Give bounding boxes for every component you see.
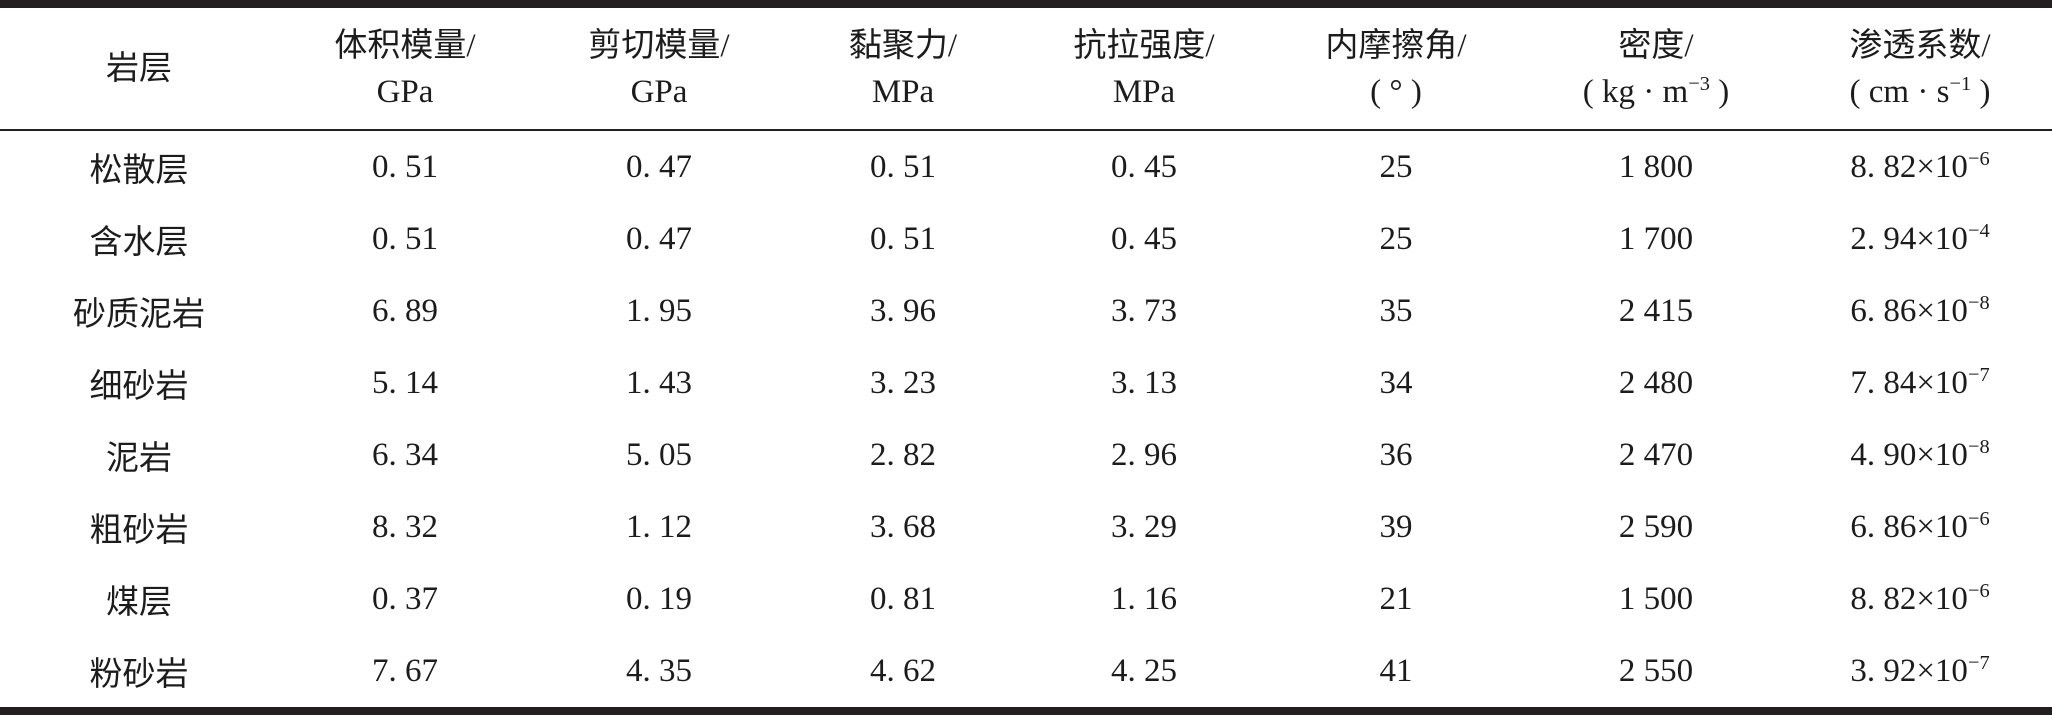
header-title: 黏聚力/	[848, 27, 958, 64]
cell-bulk-modulus: 8. 32	[372, 508, 438, 545]
header-tensile-strength: 抗拉强度/ MPa	[1020, 4, 1268, 131]
cell-shear-modulus: 0. 47	[626, 220, 692, 257]
cell-shear-modulus: 4. 35	[626, 652, 692, 689]
cell-friction-angle: 25	[1379, 220, 1413, 257]
cell-density: 1 800	[1618, 148, 1694, 185]
cell-friction-angle: 39	[1379, 508, 1413, 545]
cell-tensile-strength: 0. 45	[1111, 220, 1177, 257]
table-row: 粉砂岩 7. 67 4. 35 4. 62 4. 25 41 2 550 3. …	[0, 635, 2052, 711]
cell-bulk-modulus: 0. 51	[372, 148, 438, 185]
cell-layer: 粗砂岩	[89, 513, 189, 549]
header-unit: ( ° )	[1370, 73, 1422, 110]
cell-tensile-strength: 4. 25	[1111, 652, 1177, 689]
cell-friction-angle: 41	[1379, 652, 1413, 689]
header-shear-modulus: 剪切模量/ GPa	[532, 4, 786, 131]
cell-cohesion: 3. 96	[870, 292, 936, 329]
cell-tensile-strength: 0. 45	[1111, 148, 1177, 185]
cell-bulk-modulus: 5. 14	[372, 364, 438, 401]
table-row: 含水层 0. 51 0. 47 0. 51 0. 45 25 1 700 2. …	[0, 203, 2052, 275]
header-unit: ( kg · m−3 )	[1582, 72, 1730, 110]
cell-layer: 细砂岩	[89, 369, 189, 405]
cell-cohesion: 3. 23	[870, 364, 936, 401]
cell-tensile-strength: 3. 13	[1111, 364, 1177, 401]
header-friction-angle: 内摩擦角/ ( ° )	[1268, 4, 1524, 131]
table-row: 泥岩 6. 34 5. 05 2. 82 2. 96 36 2 470 4. 9…	[0, 419, 2052, 491]
cell-tensile-strength: 1. 16	[1111, 580, 1177, 617]
cell-shear-modulus: 0. 47	[626, 148, 692, 185]
cell-bulk-modulus: 6. 34	[372, 436, 438, 473]
header-title: 渗透系数/	[1849, 27, 1991, 64]
table-row: 细砂岩 5. 14 1. 43 3. 23 3. 13 34 2 480 7. …	[0, 347, 2052, 419]
cell-bulk-modulus: 0. 51	[372, 220, 438, 257]
header-title: 体积模量/	[334, 27, 476, 64]
header-title: 内摩擦角/	[1325, 27, 1467, 64]
header-title: 剪切模量/	[588, 27, 730, 64]
cell-cohesion: 0. 51	[870, 148, 936, 185]
cell-permeability: 6. 86×10−6	[1850, 507, 1990, 545]
header-title: 密度/	[1618, 27, 1694, 64]
header-permeability: 渗透系数/ ( cm · s−1 )	[1788, 4, 2052, 131]
table-row: 松散层 0. 51 0. 47 0. 51 0. 45 25 1 800 8. …	[0, 130, 2052, 203]
header-unit: GPa	[630, 73, 688, 110]
cell-friction-angle: 21	[1379, 580, 1413, 617]
cell-bulk-modulus: 6. 89	[372, 292, 438, 329]
table-row: 煤层 0. 37 0. 19 0. 81 1. 16 21 1 500 8. 8…	[0, 563, 2052, 635]
header-title: 岩层	[106, 50, 172, 87]
cell-tensile-strength: 3. 73	[1111, 292, 1177, 329]
cell-shear-modulus: 5. 05	[626, 436, 692, 473]
cell-permeability: 4. 90×10−8	[1850, 435, 1990, 473]
header-unit: GPa	[376, 73, 434, 110]
cell-permeability: 3. 92×10−7	[1850, 651, 1990, 689]
cell-friction-angle: 35	[1379, 292, 1413, 329]
cell-layer: 煤层	[106, 585, 172, 621]
header-title: 抗拉强度/	[1073, 27, 1215, 64]
header-cohesion: 黏聚力/ MPa	[786, 4, 1020, 131]
cell-friction-angle: 25	[1379, 148, 1413, 185]
cell-permeability: 8. 82×10−6	[1850, 579, 1990, 617]
cell-shear-modulus: 1. 43	[626, 364, 692, 401]
cell-layer: 松散层	[89, 153, 189, 189]
cell-friction-angle: 36	[1379, 436, 1413, 473]
cell-permeability: 8. 82×10−6	[1850, 147, 1990, 185]
header-density: 密度/ ( kg · m−3 )	[1524, 4, 1788, 131]
table-row: 粗砂岩 8. 32 1. 12 3. 68 3. 29 39 2 590 6. …	[0, 491, 2052, 563]
cell-tensile-strength: 2. 96	[1111, 436, 1177, 473]
header-row: 岩层 体积模量/ GPa 剪切模量/ GPa 黏聚力/ MPa 抗拉强度/ MP…	[0, 4, 2052, 131]
cell-shear-modulus: 0. 19	[626, 580, 692, 617]
cell-density: 2 550	[1618, 652, 1694, 689]
cell-layer: 含水层	[89, 225, 189, 261]
cell-layer: 粉砂岩	[89, 657, 189, 693]
cell-cohesion: 0. 51	[870, 220, 936, 257]
cell-density: 1 700	[1618, 220, 1694, 257]
cell-cohesion: 0. 81	[870, 580, 936, 617]
cell-density: 2 470	[1618, 436, 1694, 473]
cell-density: 1 500	[1618, 580, 1694, 617]
cell-permeability: 2. 94×10−4	[1850, 219, 1990, 257]
cell-cohesion: 4. 62	[870, 652, 936, 689]
cell-density: 2 590	[1618, 508, 1694, 545]
cell-cohesion: 2. 82	[870, 436, 936, 473]
header-unit: MPa	[1112, 73, 1176, 110]
header-bulk-modulus: 体积模量/ GPa	[278, 4, 532, 131]
cell-friction-angle: 34	[1379, 364, 1413, 401]
table-row: 砂质泥岩 6. 89 1. 95 3. 96 3. 73 35 2 415 6.…	[0, 275, 2052, 347]
cell-tensile-strength: 3. 29	[1111, 508, 1177, 545]
header-unit: MPa	[871, 73, 935, 110]
cell-density: 2 415	[1618, 292, 1694, 329]
cell-layer: 砂质泥岩	[73, 297, 205, 333]
cell-permeability: 7. 84×10−7	[1850, 363, 1990, 401]
cell-bulk-modulus: 7. 67	[372, 652, 438, 689]
cell-shear-modulus: 1. 12	[626, 508, 692, 545]
cell-shear-modulus: 1. 95	[626, 292, 692, 329]
cell-permeability: 6. 86×10−8	[1850, 291, 1990, 329]
cell-density: 2 480	[1618, 364, 1694, 401]
cell-bulk-modulus: 0. 37	[372, 580, 438, 617]
cell-cohesion: 3. 68	[870, 508, 936, 545]
header-unit: ( cm · s−1 )	[1849, 72, 1991, 110]
cell-layer: 泥岩	[106, 441, 172, 477]
header-layer: 岩层	[0, 4, 278, 131]
